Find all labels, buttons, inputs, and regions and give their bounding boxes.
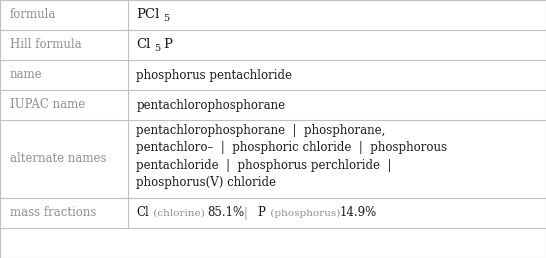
Text: alternate names: alternate names [10,152,106,165]
Text: pentachlorophosphorane: pentachlorophosphorane [136,99,286,111]
Text: IUPAC name: IUPAC name [10,99,85,111]
Text: pentachloro–  |  phosphoric chloride  |  phosphorous: pentachloro– | phosphoric chloride | pho… [136,141,447,154]
Text: Hill formula: Hill formula [10,38,81,52]
Text: pentachlorophosphorane  |  phosphorane,: pentachlorophosphorane | phosphorane, [136,124,385,137]
Text: 14.9%: 14.9% [339,206,377,220]
Text: 85.1%: 85.1% [207,206,245,220]
Text: P: P [257,206,265,220]
Text: 5: 5 [163,14,169,23]
Text: |: | [244,206,247,220]
Text: 5: 5 [155,44,161,53]
Text: phosphorus(V) chloride: phosphorus(V) chloride [136,176,276,189]
Text: name: name [10,69,43,82]
Text: mass fractions: mass fractions [10,206,97,220]
Text: phosphorus pentachloride: phosphorus pentachloride [136,69,292,82]
Text: Cl: Cl [136,206,149,220]
Text: formula: formula [10,9,56,21]
Text: (chlorine): (chlorine) [150,208,209,217]
Text: PCl: PCl [136,9,159,21]
Text: P: P [163,38,173,52]
Text: pentachloride  |  phosphorus perchloride  |: pentachloride | phosphorus perchloride | [136,159,391,172]
Text: Cl: Cl [136,38,151,52]
Text: (phosphorus): (phosphorus) [268,208,344,217]
